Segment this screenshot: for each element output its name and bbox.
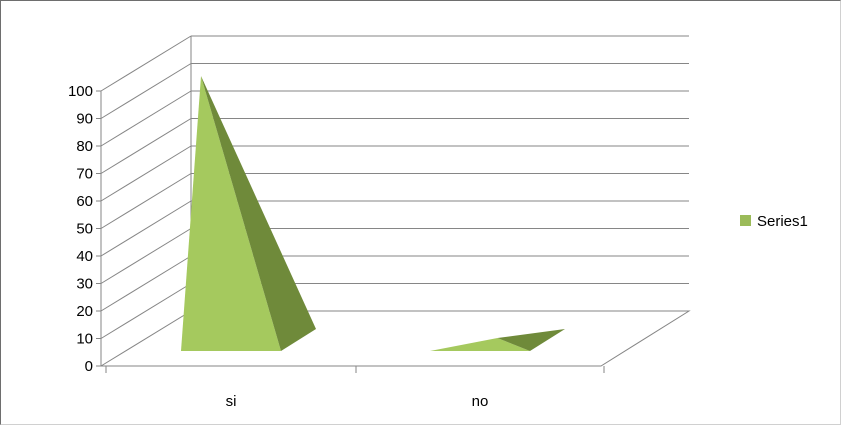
axes bbox=[96, 90, 605, 373]
gridline-diag-50 bbox=[100, 173, 192, 229]
gridline-diag-70 bbox=[100, 118, 192, 174]
x-tick-label-si: si bbox=[226, 393, 237, 410]
legend: Series1 bbox=[740, 213, 808, 230]
y-tick-label-30: 30 bbox=[76, 276, 93, 293]
y-tick-label-50: 50 bbox=[76, 221, 93, 238]
bar-front-si bbox=[181, 76, 281, 351]
y-tick-label-0: 0 bbox=[85, 358, 93, 375]
y-tick-label-10: 10 bbox=[76, 331, 93, 348]
gridline-diag-60 bbox=[100, 145, 192, 202]
legend-swatch-series1 bbox=[740, 215, 751, 226]
gridline-diag-90 bbox=[100, 63, 192, 119]
gridline-diag-100 bbox=[100, 35, 192, 92]
bar-side-si bbox=[201, 76, 316, 351]
gridline-diag-80 bbox=[100, 90, 192, 147]
bar-side-no bbox=[497, 329, 565, 351]
gridline-diag-10 bbox=[100, 283, 192, 339]
y-tick-label-80: 80 bbox=[76, 138, 93, 155]
gridline-diag-30 bbox=[100, 228, 192, 284]
bar-front-no bbox=[430, 338, 530, 351]
labels: 0 10 20 30 40 50 60 70 80 90 100 si no bbox=[68, 83, 488, 410]
gridline-diag-40 bbox=[100, 200, 192, 257]
y-tick-label-20: 20 bbox=[76, 303, 93, 320]
legend-label-series1: Series1 bbox=[757, 213, 808, 230]
x-tick-label-no: no bbox=[472, 393, 489, 410]
gridline-diag-20 bbox=[100, 255, 192, 312]
y-tick-label-70: 70 bbox=[76, 166, 93, 183]
y-tick-label-60: 60 bbox=[76, 193, 93, 210]
y-tick-label-100: 100 bbox=[68, 83, 93, 100]
bars bbox=[181, 76, 565, 351]
y-tick-label-40: 40 bbox=[76, 248, 93, 265]
y-tick-label-90: 90 bbox=[76, 111, 93, 128]
